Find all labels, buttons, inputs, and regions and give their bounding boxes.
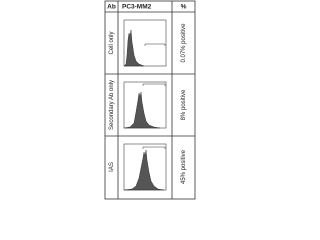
histogram <box>123 29 145 67</box>
row-label: Cell only <box>109 31 115 54</box>
histogram <box>123 91 161 129</box>
row-label: Secondary Ab only <box>109 80 115 130</box>
row-percent: 45% positive <box>181 149 187 184</box>
row-percent: 0.07% positive <box>181 23 187 63</box>
histogram <box>123 149 165 191</box>
gate-marker <box>144 43 166 46</box>
header-sample: PC3-MM2 <box>122 4 152 11</box>
gate-marker <box>142 146 166 149</box>
gate-marker <box>142 83 166 86</box>
row-label: IAS <box>109 162 115 172</box>
header-percent: % <box>181 4 187 11</box>
table-border <box>104 0 196 200</box>
header-ab: Ab <box>107 4 116 11</box>
figure: Ab PC3-MM2 % Cell only 0.07% positive Se… <box>104 0 196 200</box>
page: {"header": {"ab": "Ab", "sample": "PC3-M… <box>104 0 196 200</box>
row-percent: 8% positive <box>181 89 187 120</box>
